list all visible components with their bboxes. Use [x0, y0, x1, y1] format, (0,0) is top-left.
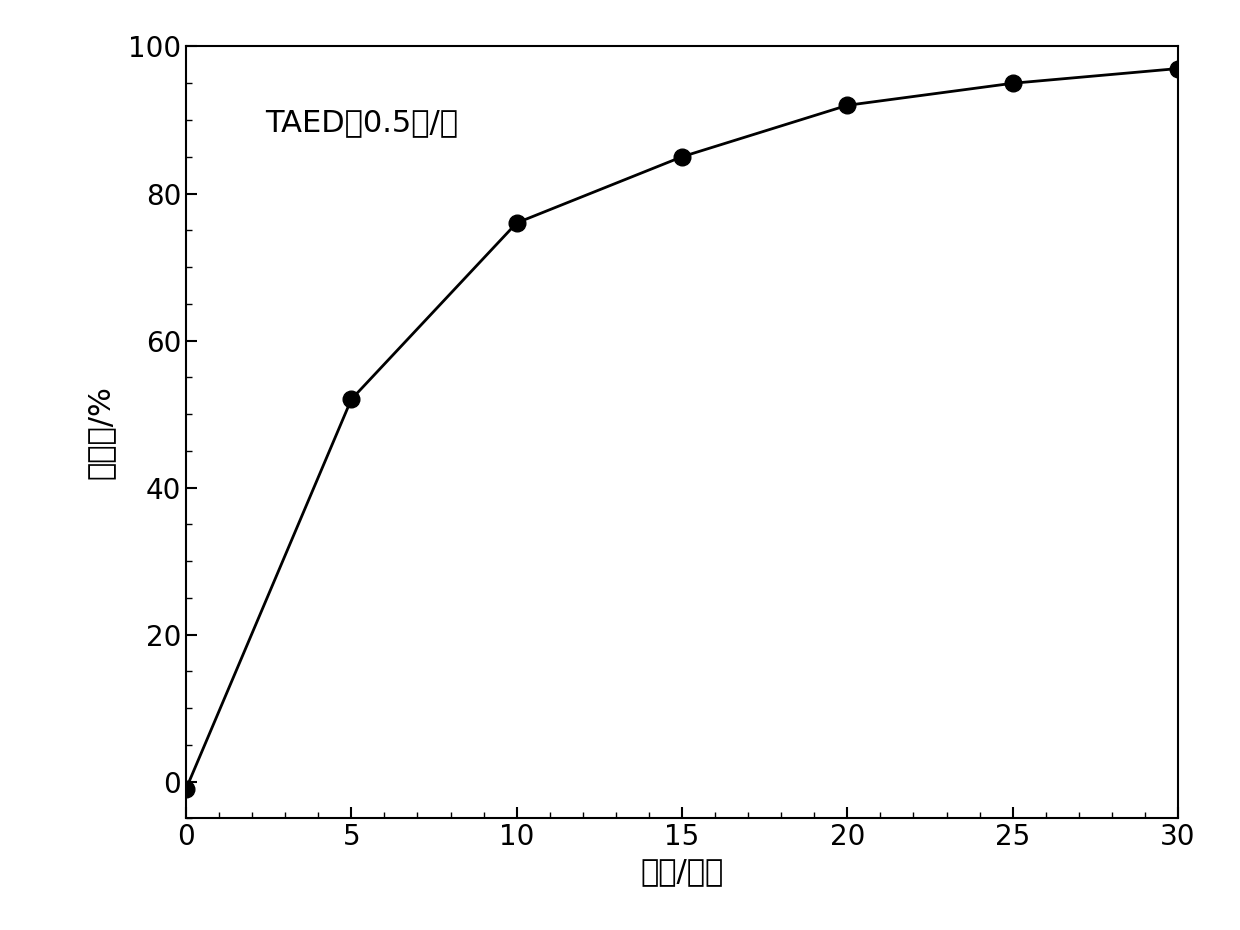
Text: TAED：0.5克/升: TAED：0.5克/升 [265, 108, 459, 138]
X-axis label: 时间/分钟: 时间/分钟 [640, 857, 724, 885]
Y-axis label: 脉色率/%: 脉色率/% [86, 386, 114, 479]
